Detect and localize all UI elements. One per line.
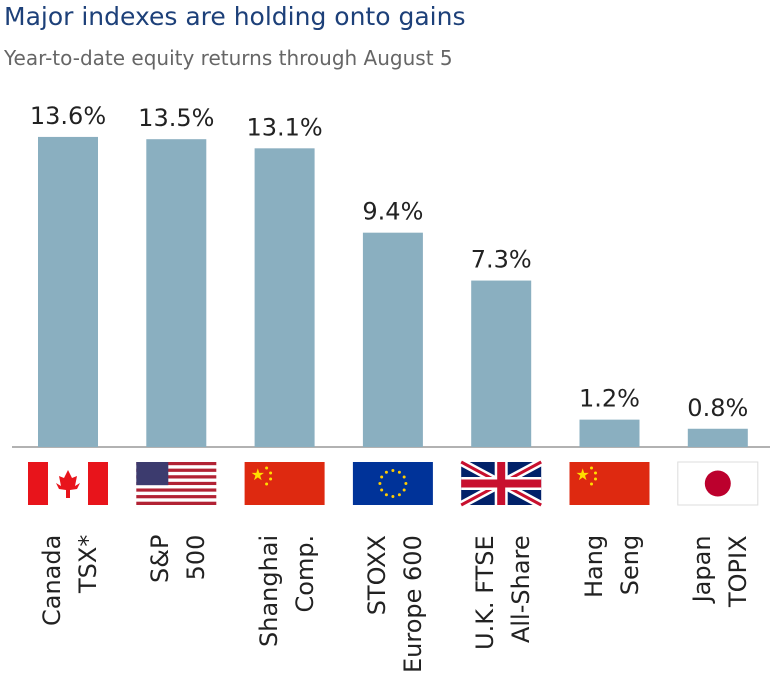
category-label-line: 500	[182, 534, 211, 581]
category-label-line: Japan	[687, 535, 716, 603]
value-label: 13.6%	[30, 102, 106, 130]
category-label-line: Canada	[38, 534, 66, 626]
category-label-line: Europe 600	[398, 535, 427, 673]
eu-flag-icon	[352, 462, 433, 505]
value-label: 7.3%	[471, 246, 532, 274]
uk-flag-icon	[459, 458, 544, 509]
canada-flag-icon	[28, 462, 108, 505]
svg-text:★: ★	[576, 465, 590, 484]
bar	[38, 136, 98, 448]
category-label-line: STOXX	[362, 535, 391, 616]
china-flag-icon: ★	[569, 462, 650, 505]
svg-text:★: ★	[251, 465, 265, 484]
category-label-line: S&P	[146, 534, 175, 583]
value-label: 0.8%	[687, 394, 748, 422]
value-label: 13.1%	[246, 113, 322, 141]
japan-flag-icon	[677, 461, 759, 506]
bar	[362, 232, 423, 447]
bar	[471, 280, 532, 447]
category-label-line: TOPIX	[723, 535, 752, 607]
value-label: 13.5%	[138, 104, 214, 132]
chart-title: Major indexes are holding onto gains	[4, 2, 466, 31]
bar	[254, 148, 315, 447]
category-label-line: All-Share	[507, 535, 536, 644]
value-label: 9.4%	[362, 198, 423, 226]
bar	[687, 428, 748, 447]
category-label-line: Comp.	[290, 534, 319, 613]
category-label-line: Shanghai	[254, 534, 283, 647]
usa-flag-icon	[136, 462, 217, 505]
bar	[146, 139, 207, 447]
bar	[579, 419, 640, 447]
chart-subtitle: Year-to-date equity returns through Augu…	[4, 46, 453, 70]
category-label-line: TSX*	[74, 534, 102, 594]
category-label-line: Seng	[615, 534, 644, 596]
category-label-line: Hang	[579, 534, 608, 598]
category-label-line: U.K. FTSE	[471, 535, 500, 650]
value-label: 1.2%	[579, 385, 640, 413]
china-flag-icon: ★	[244, 462, 325, 505]
